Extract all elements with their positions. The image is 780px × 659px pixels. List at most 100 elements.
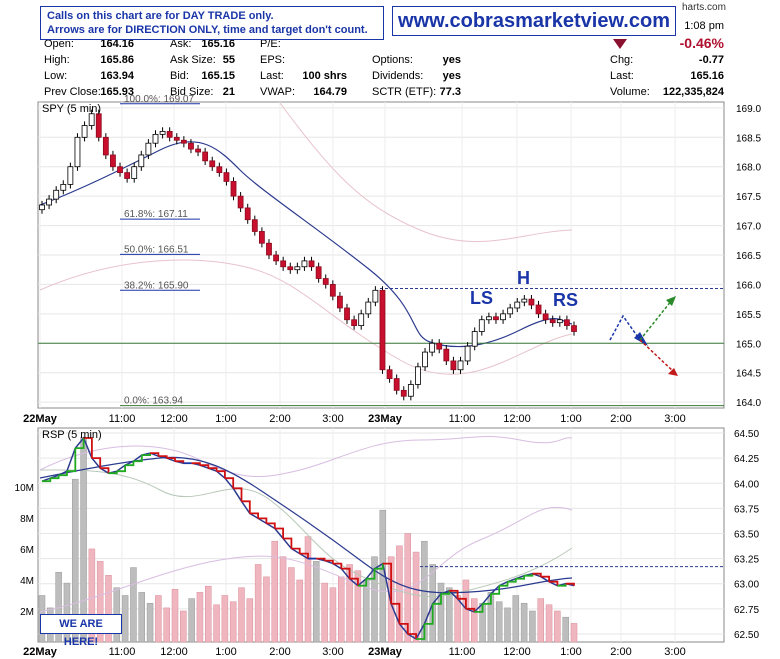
- spy-candle: [571, 325, 577, 332]
- rsp-volume-tick-label: 10M: [15, 483, 34, 494]
- spy-candle: [372, 289, 379, 303]
- spy-candle: [393, 378, 400, 391]
- rsp-price-points: [42, 437, 575, 640]
- rsp-price-step: [549, 580, 559, 586]
- rsp-volume-bar: [554, 610, 561, 643]
- low-value: 163.94: [100, 70, 134, 82]
- rsp-price-step: [482, 593, 492, 605]
- rsp-price-step: [216, 470, 226, 479]
- vwap-value: 164.79: [313, 86, 347, 98]
- spy-candle: [110, 154, 116, 168]
- rsp-volume-bar: [354, 570, 362, 643]
- rsp-price-step: [441, 590, 451, 595]
- annotation-rs: RS: [553, 290, 578, 310]
- spy-candle: [386, 369, 393, 379]
- spy-y-axis: 169.0 168.5 168.0 167.5 167.0 166.5 166.0 165.5…: [736, 104, 761, 409]
- rsp-price-step: [407, 633, 417, 639]
- rsp-upper-band: [39, 435, 573, 477]
- rsp-volume-bar: [446, 587, 453, 643]
- rsp-price-step: [299, 552, 309, 559]
- dividends-value: yes: [442, 70, 461, 82]
- rsp-volume-bar: [130, 567, 137, 643]
- rsp-price-step: [332, 562, 343, 569]
- rsp-price-step: [532, 572, 542, 577]
- rsp-price-step: [357, 578, 368, 587]
- corner-text: harts.com: [682, 2, 726, 13]
- rsp-price-step: [258, 517, 268, 524]
- rsp-volume-bar: [171, 589, 179, 643]
- spy-candle: [180, 139, 187, 144]
- rsp-price-step: [416, 623, 426, 640]
- spy-candle: [329, 284, 336, 297]
- spy-candle: [209, 160, 216, 168]
- rsp-volume-bar: [495, 601, 503, 643]
- rsp-price-step: [166, 457, 176, 462]
- rsp-x-axis: 22May 11:00 12:00 1:00 2:00 3:00 23May 11:00 12:…: [23, 646, 686, 658]
- spy-candle: [528, 298, 535, 306]
- spy-candle: [457, 360, 464, 371]
- rsp-price-step: [465, 607, 476, 612]
- spy-candle: [230, 181, 237, 197]
- spy-fib-label: 38.2%: 165.90: [124, 280, 189, 291]
- rsp-volume-axis: 10M 8M 6M 4M 2M: [15, 483, 34, 618]
- rsp-price-step: [515, 575, 525, 580]
- spy-fib-label: 0.0%: 163.94: [124, 396, 183, 407]
- rsp-y-tick-label: 64.00: [734, 479, 759, 490]
- spy-candle: [74, 136, 81, 168]
- spy-candle: [223, 172, 230, 182]
- rsp-volume-bar: [437, 582, 445, 643]
- rsp-y-tick-label: 64.25: [734, 454, 759, 465]
- rsp-volume-bar: [238, 587, 245, 643]
- spy-candle: [415, 366, 421, 385]
- rsp-volume-bar: [338, 576, 345, 643]
- rsp-volume-bar: [288, 567, 295, 643]
- spy-candle: [266, 242, 272, 256]
- spy-y-tick-label: 164.5: [736, 369, 761, 380]
- rsp-volume-bar: [213, 604, 220, 643]
- rsp-volume-bar: [188, 598, 195, 643]
- spy-candle: [138, 154, 145, 168]
- spy-fib-label: 50.0%: 166.51: [124, 244, 189, 255]
- spy-panel: 100.0%: 169.07 61.8%: 167.11 50.0%: 166.51…: [23, 94, 761, 425]
- rsp-volume-bar: [80, 437, 87, 643]
- spy-fib-label: 100.0%: 169.07: [124, 94, 194, 105]
- spy-y-tick-label: 164.0: [736, 398, 761, 409]
- spy-candles: [39, 109, 577, 401]
- spy-candle: [152, 133, 159, 144]
- spy-x-tick-label: 2:00: [269, 413, 290, 425]
- dividends-label: Dividends:: [372, 70, 424, 82]
- spy-candle: [188, 142, 194, 150]
- spy-x-tick-label: 11:00: [109, 413, 136, 425]
- prev-close-value: 165.93: [100, 86, 134, 98]
- rsp-price-step: [474, 603, 484, 613]
- spy-x-tick-label: 11:00: [449, 413, 476, 425]
- pe-label: P/E:: [260, 38, 281, 50]
- rsp-volume-bar: [263, 576, 270, 643]
- rsp-x-tick-label: 3:00: [664, 646, 685, 658]
- spy-x-tick-label: 22May: [23, 413, 58, 425]
- spy-candle: [500, 313, 506, 321]
- bid-value: 165.15: [201, 70, 235, 82]
- rsp-y-tick-label: 63.25: [734, 555, 759, 566]
- spy-candle: [549, 319, 556, 324]
- rsp-volume-bar: [271, 540, 278, 643]
- rsp-volume-bar: [462, 579, 470, 643]
- rsp-volume-bar: [180, 610, 187, 643]
- volume-label: Volume:: [610, 86, 650, 98]
- rsp-volume-tick-label: 4M: [20, 576, 34, 587]
- rsp-volume-bar: [205, 585, 212, 643]
- rsp-volume-bar: [304, 536, 312, 643]
- spy-candle: [436, 342, 443, 350]
- ask-size-value: 55: [222, 54, 235, 66]
- spy-candle: [251, 219, 258, 232]
- spy-candle: [429, 342, 436, 353]
- rsp-x-tick-label: 23May: [368, 646, 403, 658]
- spy-candle: [379, 289, 386, 371]
- ask-value: 165.16: [201, 38, 235, 50]
- spy-candle: [294, 266, 301, 271]
- rsp-volume-bar: [196, 592, 204, 643]
- spy-x-tick-label: 12:00: [503, 413, 531, 425]
- rsp-price-step: [457, 597, 467, 609]
- rsp-y-tick-label: 63.50: [734, 529, 759, 540]
- rsp-volume-bar: [146, 602, 154, 643]
